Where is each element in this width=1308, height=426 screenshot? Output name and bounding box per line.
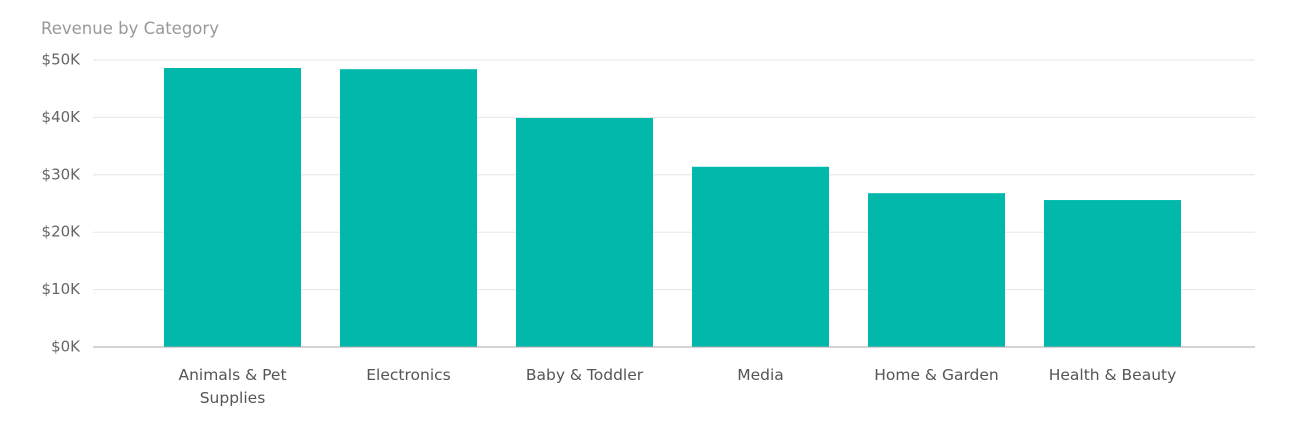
bar: [516, 117, 653, 347]
y-tick-label: $50K: [42, 51, 82, 69]
x-tick-label: Electronics: [366, 366, 451, 384]
x-tick-label: Animals & Pet Supplies: [178, 366, 287, 407]
y-tick-label: $0K: [51, 338, 81, 356]
chart-title: Revenue by Category: [41, 19, 219, 38]
x-tick-label: Health & Beauty: [1048, 366, 1177, 384]
y-tick-label: $20K: [42, 223, 82, 241]
y-tick-label: $40K: [42, 108, 82, 126]
bar: [340, 69, 477, 348]
bar: [868, 193, 1005, 347]
x-tick-label: Home & Garden: [874, 366, 999, 384]
bar: [692, 166, 829, 347]
y-tick-label: $10K: [42, 280, 82, 298]
x-tick-label: Media: [737, 366, 784, 384]
bar: [164, 68, 301, 347]
x-tick-label: Baby & Toddler: [525, 366, 644, 384]
y-tick-label: $30K: [42, 165, 82, 183]
bar: [1044, 200, 1181, 347]
